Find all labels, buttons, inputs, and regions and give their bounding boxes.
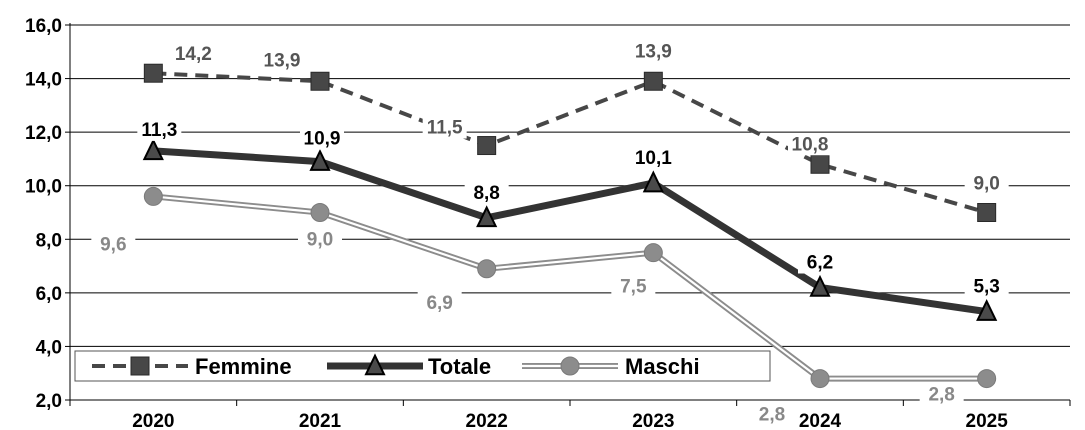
data-label-bg: [964, 172, 1009, 195]
data-label-bg: [798, 251, 842, 274]
data-label-bg: [300, 127, 344, 150]
marker-totale: [642, 170, 664, 193]
legend-marker-totale: [364, 353, 386, 376]
series-line-totale: [153, 147, 988, 316]
data-label-femmine: 9,0: [973, 174, 999, 195]
y-tick-label: 8,0: [36, 230, 62, 251]
data-label-femmine: 11,5: [427, 118, 463, 139]
data-label-bg: [171, 43, 216, 66]
data-label-maschi: 2,8: [759, 405, 785, 426]
legend-label-femmine: Femmine: [195, 354, 292, 379]
marker-femmine: [643, 71, 663, 91]
data-label-totale: 8,8: [473, 183, 499, 204]
marker-femmine: [477, 136, 497, 156]
legend-marker-femmine: [130, 356, 150, 376]
data-label-maschi: 6,9: [426, 293, 452, 314]
data-label-totale: 6,2: [807, 253, 833, 274]
x-tick-label: 2025: [966, 411, 1009, 430]
data-label-bg: [137, 118, 182, 141]
data-label-bg: [91, 233, 136, 256]
data-label-maschi: 9,0: [307, 230, 333, 251]
data-label-bg: [788, 133, 832, 156]
data-label-femmine: 13,9: [635, 41, 672, 62]
data-label-bg: [631, 40, 676, 63]
marker-totale: [809, 274, 831, 297]
data-label-bg: [611, 275, 656, 298]
series-layer: [142, 63, 998, 389]
series-line-femmine: [153, 71, 988, 215]
marker-maschi: [477, 259, 497, 279]
data-label-totale: 11,3: [141, 120, 177, 141]
y-tick-label: 14,0: [25, 70, 62, 91]
data-label-totale: 5,3: [973, 277, 999, 298]
data-label-bg: [631, 147, 676, 170]
data-label-femmine: 13,9: [264, 50, 301, 71]
y-tick-label: 12,0: [25, 123, 62, 144]
y-tick-label: 16,0: [25, 16, 62, 37]
marker-totale: [142, 138, 164, 161]
x-tick-label: 2020: [132, 411, 174, 430]
data-label-bg: [417, 291, 462, 314]
data-label-bg: [750, 403, 794, 426]
data-label-totale: 10,1: [635, 148, 672, 169]
data-labels: 9,6 9,0 6,9 7,5 2,8 2,8 11,3 10,9 8,8 10,1 6,2 5,3 1…: [91, 40, 1009, 426]
marker-femmine: [810, 154, 830, 174]
marker-totale: [476, 205, 498, 228]
data-label-bg: [422, 116, 467, 139]
legend-marker-maschi: [560, 356, 580, 376]
marker-femmine: [977, 203, 997, 222]
data-label-maschi: 7,5: [620, 277, 647, 298]
axes: 2,0 4,0 6,0 8,0 10,0 12,0 14,0 16,0 2020 2021 2022…: [25, 16, 1071, 430]
marker-maschi: [643, 243, 663, 263]
y-tick-label: 4,0: [36, 337, 62, 358]
data-label-bg: [919, 383, 964, 406]
legend-label-totale: Totale: [428, 354, 491, 379]
marker-maschi: [977, 369, 997, 389]
legend: Femmine Totale Maschi: [74, 350, 771, 382]
data-label-maschi: 9,6: [100, 234, 126, 255]
series-line-maschi-inner: [153, 195, 987, 380]
marker-maschi: [810, 369, 830, 389]
x-tick-label: 2024: [799, 411, 842, 430]
data-label-bg: [464, 181, 509, 204]
y-tick-label: 2,0: [36, 391, 62, 412]
marker-maschi: [143, 186, 163, 206]
marker-maschi: [310, 203, 330, 222]
data-label-femmine: 10,8: [792, 134, 829, 155]
marker-femmine: [143, 63, 163, 83]
marker-femmine: [310, 71, 330, 91]
marker-totale: [976, 298, 998, 321]
x-tick-label: 2022: [466, 411, 508, 430]
data-label-femmine: 14,2: [175, 44, 212, 65]
y-tick-label: 6,0: [36, 284, 62, 305]
marker-totale: [309, 148, 331, 171]
x-tick-label: 2021: [299, 411, 342, 430]
data-label-bg: [964, 275, 1009, 298]
legend-label-maschi: Maschi: [625, 354, 700, 379]
data-label-bg: [260, 49, 304, 72]
data-label-totale: 10,9: [304, 129, 341, 150]
y-tick-label: 10,0: [25, 177, 62, 198]
data-label-bg: [298, 228, 342, 251]
gridlines: [70, 24, 1070, 347]
data-label-maschi: 2,8: [928, 385, 954, 406]
x-tick-label: 2023: [632, 411, 674, 430]
